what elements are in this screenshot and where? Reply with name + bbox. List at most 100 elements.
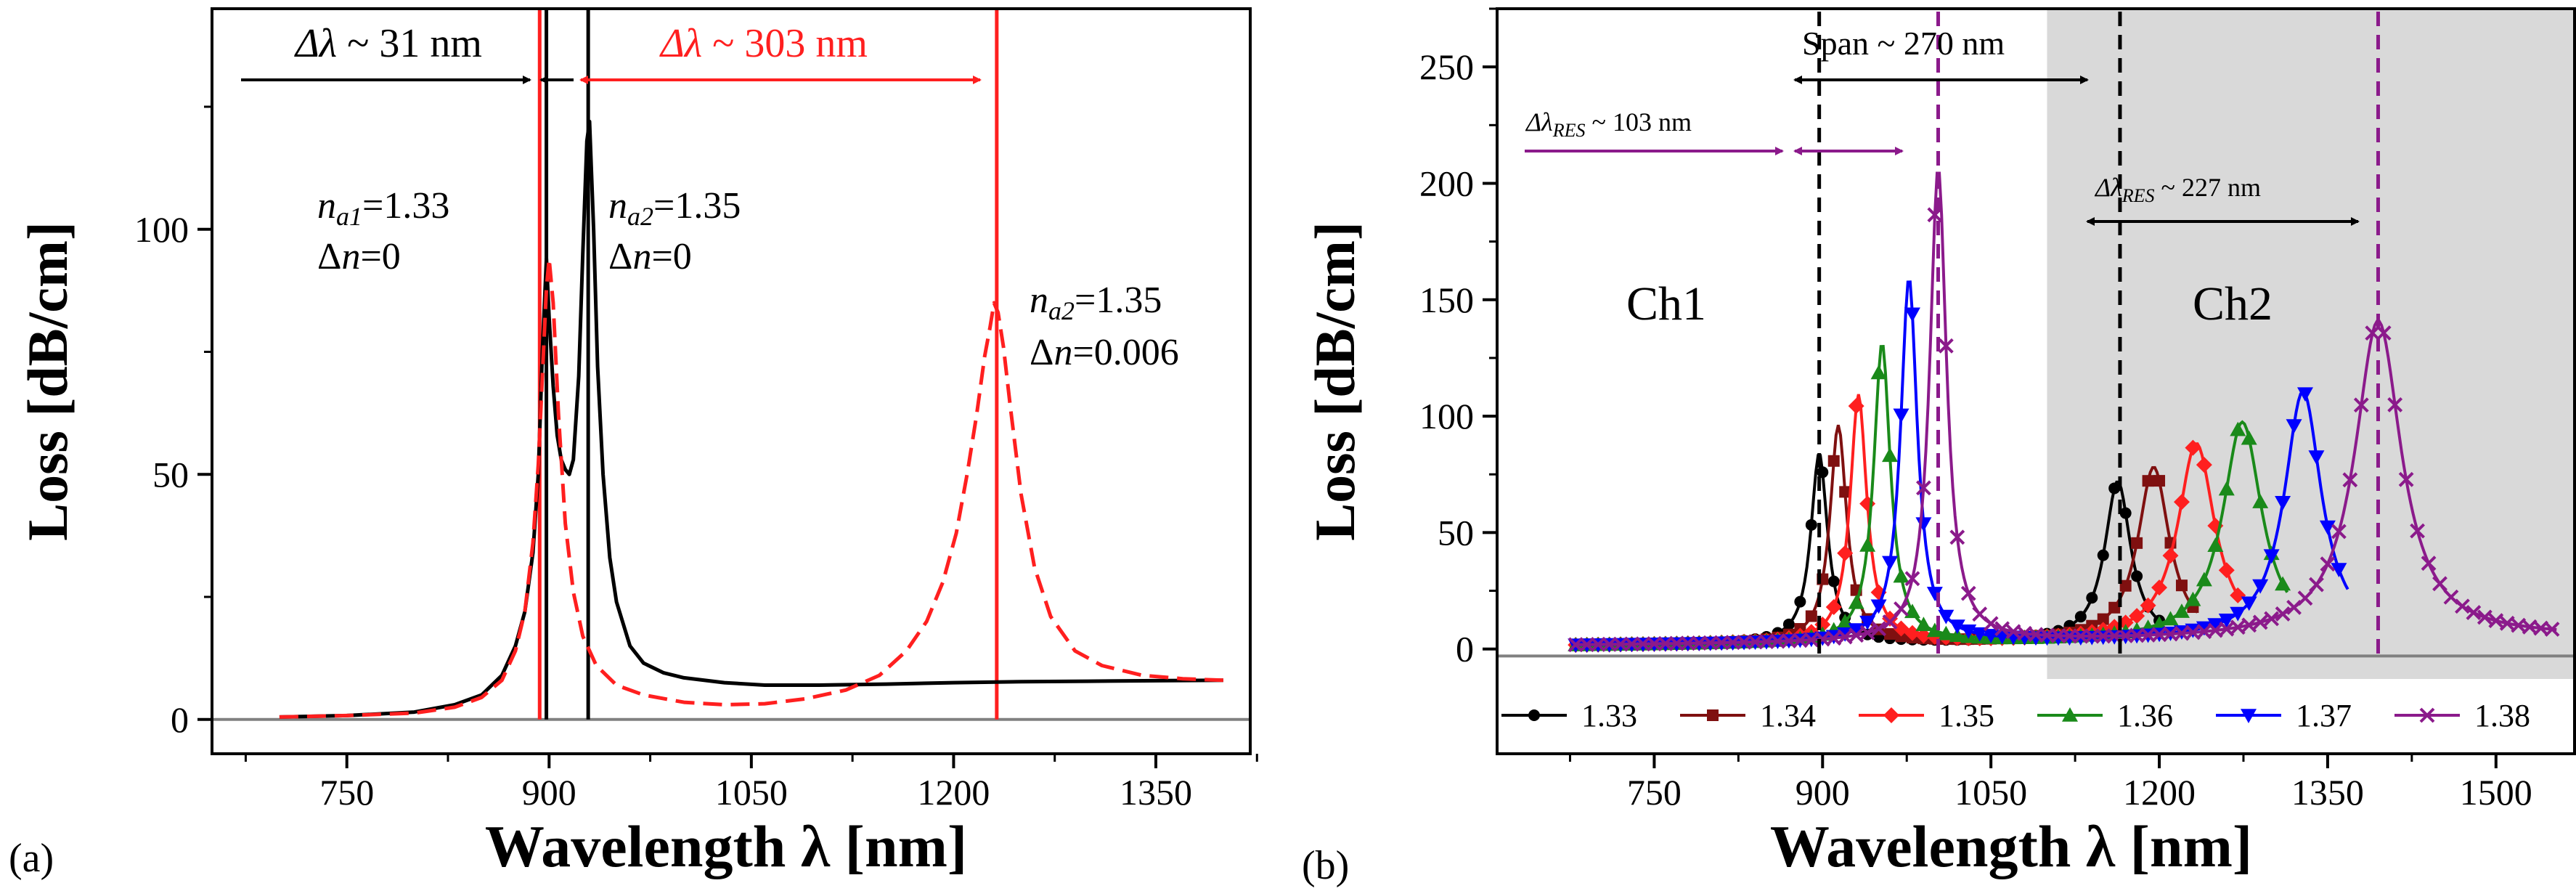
panel-b-point-1.38-59 <box>2230 619 2246 635</box>
panel-b-point-1.38-65 <box>2297 590 2313 606</box>
panel-b-point-1.37-31 <box>1915 517 1932 532</box>
panel-a-x-tick-label-1200: 1200 <box>917 772 990 813</box>
panel-b-x-axis-title: Wavelength λ [nm] <box>1770 813 2252 879</box>
panel-b-point-1.38-2 <box>1590 637 1606 652</box>
panel-b-point-1.38-80 <box>2466 605 2482 620</box>
panel-b-point-1.35-24 <box>1837 545 1854 561</box>
panel-b-point-1.34-51 <box>2142 475 2154 487</box>
panel-b-point-1.37-60 <box>2241 596 2257 611</box>
panel-b-res2-label: ΔλRES ~ 227 nm <box>2094 173 2261 206</box>
panel-a-dl31-label: Δλ ~ 31 nm <box>294 21 482 66</box>
panel-b-legend-label-1.36: 1.36 <box>2117 698 2173 733</box>
panel-b-point-1.38-38 <box>1994 621 2010 637</box>
panel-b-point-1.38-6 <box>1635 636 1651 652</box>
panel-b-y-tick-label-100: 100 <box>1419 396 1474 436</box>
panel-a-y-axis-title: Loss [dB/cm] <box>16 221 79 541</box>
panel-b-annotations: Span ~ 270 nm ΔλRES ~ 103 nm ΔλRES ~ 227… <box>1525 25 2360 330</box>
panel-b-y-tick-label-150: 150 <box>1419 280 1474 320</box>
panel-b-point-1.38-15 <box>1736 634 1752 650</box>
panel-b-point-1.34-52 <box>2153 475 2166 487</box>
panel-b-legend-marker-1.34 <box>1707 709 1719 721</box>
panel-b-point-1.38-12 <box>1703 635 1719 651</box>
panel-b-point-1.33-47 <box>2097 549 2109 561</box>
panel-b-point-1.38-37 <box>1983 616 1999 632</box>
panel-b-point-1.38-83 <box>2499 615 2515 631</box>
panel-b-point-1.38-70 <box>2353 397 2369 413</box>
panel-b-point-1.38-33 <box>1938 338 1954 354</box>
panel-b-point-1.38-16 <box>1748 634 1763 650</box>
panel-b-point-1.33-48 <box>2108 482 2121 495</box>
panel-b-point-1.37-29 <box>1893 408 1909 423</box>
panel-b-point-1.37-27 <box>1870 599 1887 614</box>
panel-a-y-tick-label-100: 100 <box>134 209 189 250</box>
panel-b-point-1.36-32 <box>1926 622 1943 638</box>
panel-a-series <box>212 9 1250 721</box>
panel-b-ticks <box>1483 7 2498 768</box>
panel-a-frame <box>211 7 1252 755</box>
panel-b-point-1.37-28 <box>1882 556 1899 571</box>
panel-a-series-line-1 <box>279 256 1223 719</box>
panel-b-legend-label-1.33: 1.33 <box>1581 698 1637 733</box>
panel-b-x-tick-label-900: 900 <box>1796 772 1850 813</box>
panel-b-point-1.37-64 <box>2286 419 2302 434</box>
panel-b-point-1.38-69 <box>2342 472 2358 488</box>
panel-b-point-1.35-55 <box>2185 439 2201 456</box>
panel-a-annotations: Δλ ~ 31 nm Δλ ~ 303 nm na1=1.33 Δn=0 na2… <box>241 21 1179 373</box>
panel-b-point-1.37-68 <box>2331 563 2347 577</box>
panel-b-point-1.38-14 <box>1725 635 1741 651</box>
panel-b-point-1.34-23 <box>1827 455 1840 467</box>
panel-a-y-tick-label-0: 0 <box>171 699 189 740</box>
panel-b-point-1.33-50 <box>2131 570 2143 582</box>
panel-b-ch1-label: Ch1 <box>1626 277 1706 330</box>
panel-b-point-1.37-65 <box>2297 387 2313 402</box>
panel-b-point-1.37-36 <box>1971 627 1988 642</box>
panel-b-point-1.34-21 <box>1805 610 1817 622</box>
panel-b-point-1.37-62 <box>2263 549 2280 564</box>
panel-b-point-1.35-59 <box>2230 587 2246 603</box>
panel-b-series-line-1.38 <box>1576 171 2557 646</box>
panel-b-point-1.38-29 <box>1894 601 1909 617</box>
panel-b-point-1.38-76 <box>2421 556 2437 571</box>
panel-b-point-1.33-45 <box>2074 611 2087 623</box>
panel-b-point-1.35-51 <box>2140 597 2156 614</box>
panel-a-x-tick-label-900: 900 <box>522 772 576 813</box>
panel-b-point-1.38-11 <box>1691 635 1707 651</box>
panel-b-label: (b) <box>1302 843 1349 888</box>
panel-b-point-1.36-58 <box>2218 481 2235 496</box>
panel-b-point-1.37-37 <box>1983 629 2000 643</box>
panel-b-res1-label: ΔλRES ~ 103 nm <box>1525 107 1692 141</box>
panel-b-point-1.38-31 <box>1916 480 1931 496</box>
panel-b-legend-label-1.34: 1.34 <box>1760 698 1816 733</box>
panel-a-n1-dn-label: Δn=0 <box>317 236 401 277</box>
panel-b-point-1.38-7 <box>1647 636 1662 651</box>
panel-b-point-1.38-27 <box>1871 621 1886 637</box>
panel-b-point-1.38-81 <box>2477 609 2493 625</box>
panel-b-point-1.35-25 <box>1848 398 1864 415</box>
panel-b-point-1.35-54 <box>2173 494 2190 510</box>
panel-b-point-1.38-17 <box>1758 634 1774 649</box>
panel-b-point-1.38-1 <box>1579 637 1595 653</box>
panel-b-legend-marker-1.35 <box>1883 707 1899 723</box>
panel-b-point-1.38-34 <box>1949 529 1965 545</box>
panel-b-legend-box <box>1499 679 2573 744</box>
panel-b-point-1.36-31 <box>1915 617 1932 632</box>
panel-b-point-1.38-82 <box>2488 613 2504 629</box>
panel-b-legend-label-1.38: 1.38 <box>2474 698 2530 733</box>
panel-b-point-1.38-67 <box>2320 556 2336 572</box>
panel-b-point-1.35-52 <box>2151 579 2168 596</box>
panel-b-point-1.35-23 <box>1825 598 1842 615</box>
panel-b-point-1.37-57 <box>2207 618 2224 632</box>
panel-b-point-1.38-79 <box>2455 598 2470 614</box>
panel-b-point-1.36-56 <box>2196 571 2212 587</box>
panel-b-point-1.38-74 <box>2398 471 2414 487</box>
panel-b-point-1.36-61 <box>2252 494 2269 508</box>
panel-b-point-1.37-66 <box>2308 450 2325 465</box>
panel-a-label: (a) <box>9 836 54 881</box>
panel-b-frame <box>1496 7 2576 755</box>
panel-b-point-1.33-19 <box>1782 618 1795 630</box>
panel-b-x-tick-label-1350: 1350 <box>2291 772 2364 813</box>
panel-b-legend: 1.33 1.34 1.35 1.36 1.37 1.38 <box>1499 679 2573 744</box>
panel-b-point-1.36-55 <box>2185 591 2201 606</box>
panel-b-point-1.34-28 <box>1884 628 1896 640</box>
